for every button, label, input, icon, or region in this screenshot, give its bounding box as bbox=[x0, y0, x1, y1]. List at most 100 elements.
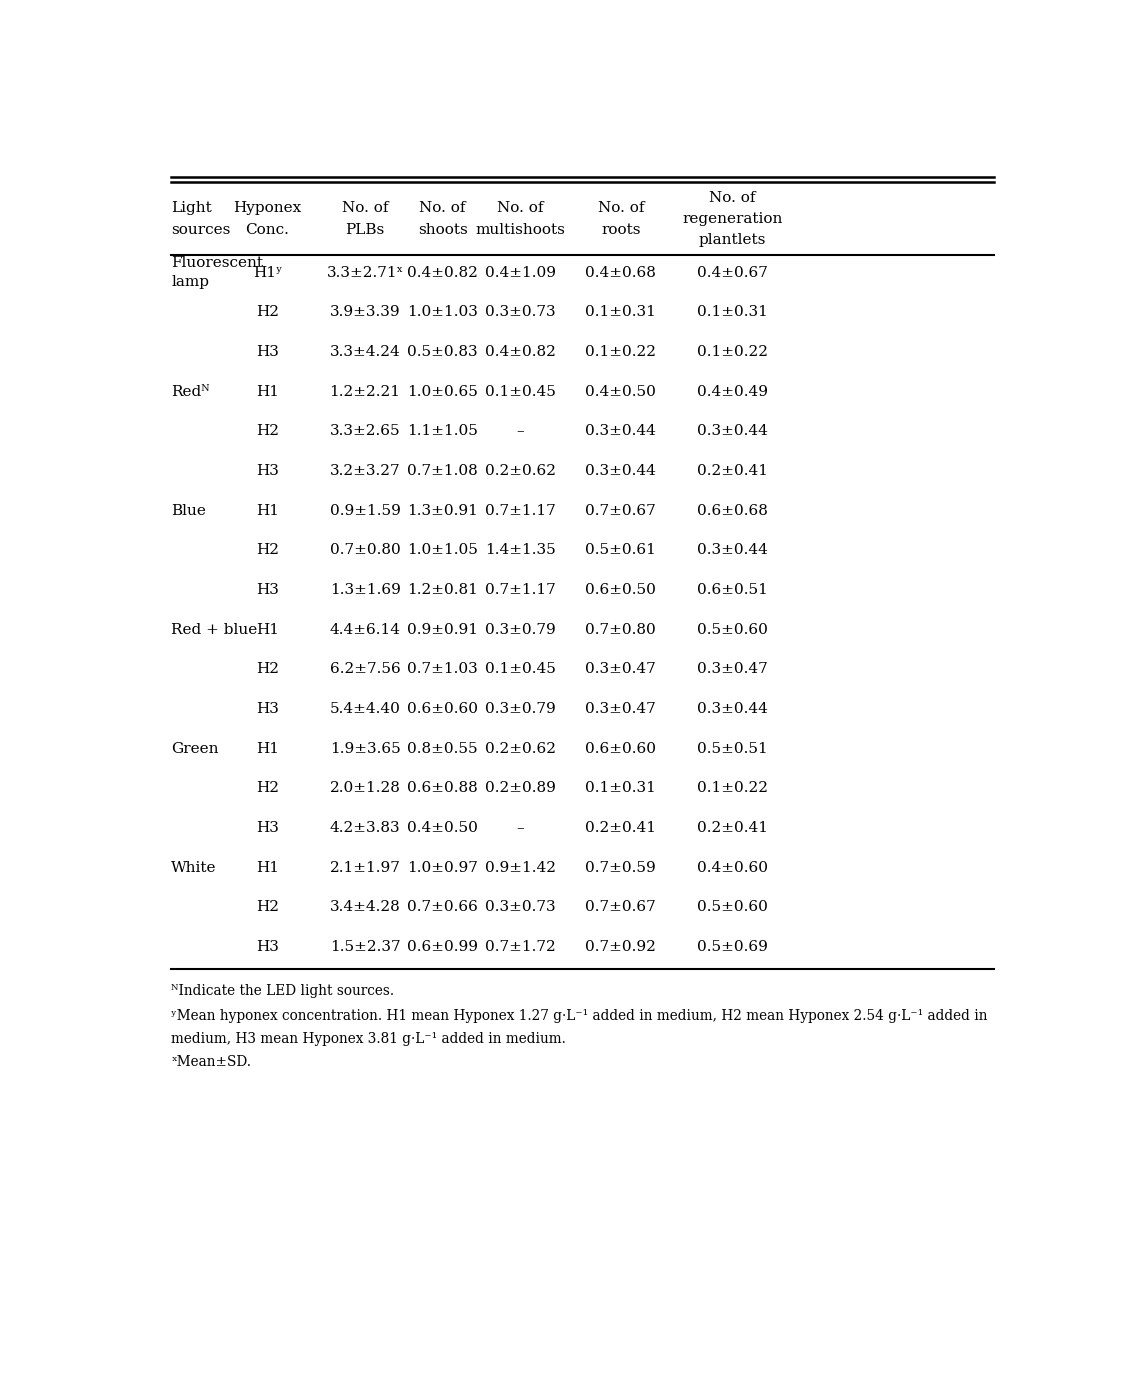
Text: 0.2±0.62: 0.2±0.62 bbox=[485, 742, 555, 756]
Text: 0.4±0.68: 0.4±0.68 bbox=[586, 265, 656, 279]
Text: H2: H2 bbox=[255, 543, 279, 557]
Text: 0.7±1.17: 0.7±1.17 bbox=[485, 504, 555, 518]
Text: 0.4±1.09: 0.4±1.09 bbox=[485, 265, 555, 279]
Text: No. of
multishoots: No. of multishoots bbox=[476, 201, 565, 236]
Text: H1: H1 bbox=[255, 622, 279, 636]
Text: 0.2±0.41: 0.2±0.41 bbox=[586, 821, 656, 835]
Text: 0.4±0.60: 0.4±0.60 bbox=[697, 861, 768, 875]
Text: 0.1±0.31: 0.1±0.31 bbox=[586, 781, 656, 796]
Text: 1.0±1.03: 1.0±1.03 bbox=[407, 306, 478, 319]
Text: 3.3±2.71ˣ: 3.3±2.71ˣ bbox=[327, 265, 404, 279]
Text: 1.2±2.21: 1.2±2.21 bbox=[329, 385, 401, 399]
Text: 0.5±0.61: 0.5±0.61 bbox=[586, 543, 656, 557]
Text: 0.2±0.41: 0.2±0.41 bbox=[697, 464, 768, 478]
Text: 0.2±0.89: 0.2±0.89 bbox=[485, 781, 555, 796]
Text: 0.3±0.47: 0.3±0.47 bbox=[586, 701, 656, 715]
Text: 0.5±0.51: 0.5±0.51 bbox=[697, 742, 767, 756]
Text: 0.1±0.22: 0.1±0.22 bbox=[697, 781, 768, 796]
Text: 0.6±0.60: 0.6±0.60 bbox=[407, 701, 478, 715]
Text: 0.1±0.22: 0.1±0.22 bbox=[586, 344, 656, 360]
Text: 0.1±0.31: 0.1±0.31 bbox=[697, 306, 768, 319]
Text: 2.0±1.28: 2.0±1.28 bbox=[329, 781, 401, 796]
Text: 0.3±0.44: 0.3±0.44 bbox=[586, 425, 656, 439]
Text: H1: H1 bbox=[255, 504, 279, 518]
Text: 0.4±0.67: 0.4±0.67 bbox=[697, 265, 768, 279]
Text: ʸMean hyponex concentration. H1 mean Hyponex 1.27 g·L⁻¹ added in medium, H2 mean: ʸMean hyponex concentration. H1 mean Hyp… bbox=[171, 1008, 987, 1024]
Text: Red + blue: Red + blue bbox=[171, 622, 258, 636]
Text: 1.2±0.81: 1.2±0.81 bbox=[407, 583, 478, 597]
Text: 0.7±0.80: 0.7±0.80 bbox=[329, 543, 401, 557]
Text: 1.0±1.05: 1.0±1.05 bbox=[407, 543, 478, 557]
Text: 0.6±0.51: 0.6±0.51 bbox=[697, 583, 768, 597]
Text: H2: H2 bbox=[255, 306, 279, 319]
Text: 0.5±0.60: 0.5±0.60 bbox=[697, 900, 768, 914]
Text: 0.3±0.44: 0.3±0.44 bbox=[697, 701, 768, 715]
Text: H3: H3 bbox=[257, 344, 279, 360]
Text: 0.7±0.66: 0.7±0.66 bbox=[407, 900, 478, 914]
Text: 0.3±0.73: 0.3±0.73 bbox=[485, 900, 555, 914]
Text: 0.4±0.82: 0.4±0.82 bbox=[485, 344, 555, 360]
Text: 0.7±1.17: 0.7±1.17 bbox=[485, 583, 555, 597]
Text: 0.3±0.79: 0.3±0.79 bbox=[485, 622, 555, 636]
Text: 0.6±0.68: 0.6±0.68 bbox=[697, 504, 768, 518]
Text: 0.3±0.44: 0.3±0.44 bbox=[697, 425, 768, 439]
Text: 1.1±1.05: 1.1±1.05 bbox=[407, 425, 478, 439]
Text: 0.9±1.42: 0.9±1.42 bbox=[485, 861, 555, 875]
Text: 5.4±4.40: 5.4±4.40 bbox=[329, 701, 401, 715]
Text: 0.1±0.22: 0.1±0.22 bbox=[697, 344, 768, 360]
Text: 0.3±0.44: 0.3±0.44 bbox=[697, 543, 768, 557]
Text: 0.1±0.45: 0.1±0.45 bbox=[485, 663, 555, 676]
Text: 1.4±1.35: 1.4±1.35 bbox=[485, 543, 555, 557]
Text: 0.5±0.60: 0.5±0.60 bbox=[697, 622, 768, 636]
Text: H2: H2 bbox=[255, 425, 279, 439]
Text: 0.8±0.55: 0.8±0.55 bbox=[407, 742, 478, 756]
Text: H3: H3 bbox=[257, 583, 279, 597]
Text: H3: H3 bbox=[257, 701, 279, 715]
Text: 0.2±0.62: 0.2±0.62 bbox=[485, 464, 555, 478]
Text: H1: H1 bbox=[255, 742, 279, 756]
Text: 0.2±0.41: 0.2±0.41 bbox=[697, 821, 768, 835]
Text: 0.7±0.67: 0.7±0.67 bbox=[586, 504, 656, 518]
Text: H2: H2 bbox=[255, 663, 279, 676]
Text: ᴺIndicate the LED light sources.: ᴺIndicate the LED light sources. bbox=[171, 983, 395, 997]
Text: 0.6±0.99: 0.6±0.99 bbox=[407, 940, 478, 954]
Text: 1.0±0.97: 1.0±0.97 bbox=[407, 861, 478, 875]
Text: 0.3±0.47: 0.3±0.47 bbox=[586, 663, 656, 676]
Text: No. of
regeneration
plantlets: No. of regeneration plantlets bbox=[682, 190, 783, 247]
Text: H2: H2 bbox=[255, 781, 279, 796]
Text: No. of
shoots: No. of shoots bbox=[418, 201, 468, 236]
Text: 0.7±0.80: 0.7±0.80 bbox=[586, 622, 656, 636]
Text: Blue: Blue bbox=[171, 504, 207, 518]
Text: 3.2±3.27: 3.2±3.27 bbox=[330, 464, 401, 478]
Text: 0.7±0.92: 0.7±0.92 bbox=[586, 940, 656, 954]
Text: 0.5±0.83: 0.5±0.83 bbox=[407, 344, 478, 360]
Text: 0.6±0.60: 0.6±0.60 bbox=[586, 742, 656, 756]
Text: 0.6±0.50: 0.6±0.50 bbox=[586, 583, 656, 597]
Text: Fluorescent
lamp: Fluorescent lamp bbox=[171, 257, 263, 289]
Text: H3: H3 bbox=[257, 821, 279, 835]
Text: 1.9±3.65: 1.9±3.65 bbox=[329, 742, 401, 756]
Text: 0.7±1.08: 0.7±1.08 bbox=[407, 464, 478, 478]
Text: 0.4±0.82: 0.4±0.82 bbox=[407, 265, 478, 279]
Text: H3: H3 bbox=[257, 464, 279, 478]
Text: 0.1±0.45: 0.1±0.45 bbox=[485, 385, 555, 399]
Text: H1: H1 bbox=[255, 861, 279, 875]
Text: White: White bbox=[171, 861, 217, 875]
Text: 0.4±0.50: 0.4±0.50 bbox=[407, 821, 478, 835]
Text: 0.7±0.59: 0.7±0.59 bbox=[586, 861, 656, 875]
Text: Redᴺ: Redᴺ bbox=[171, 385, 210, 399]
Text: 1.0±0.65: 1.0±0.65 bbox=[407, 385, 478, 399]
Text: 6.2±7.56: 6.2±7.56 bbox=[329, 663, 401, 676]
Text: No. of
PLBs: No. of PLBs bbox=[342, 201, 388, 236]
Text: 3.3±2.65: 3.3±2.65 bbox=[330, 425, 401, 439]
Text: 0.1±0.31: 0.1±0.31 bbox=[586, 306, 656, 319]
Text: 4.2±3.83: 4.2±3.83 bbox=[330, 821, 401, 835]
Text: 1.3±0.91: 1.3±0.91 bbox=[407, 504, 478, 518]
Text: 0.6±0.88: 0.6±0.88 bbox=[407, 781, 478, 796]
Text: 0.5±0.69: 0.5±0.69 bbox=[697, 940, 768, 954]
Text: H1: H1 bbox=[255, 385, 279, 399]
Text: medium, H3 mean Hyponex 3.81 g·L⁻¹ added in medium.: medium, H3 mean Hyponex 3.81 g·L⁻¹ added… bbox=[171, 1032, 566, 1046]
Text: 2.1±1.97: 2.1±1.97 bbox=[329, 861, 401, 875]
Text: Light
sources: Light sources bbox=[171, 201, 230, 236]
Text: Green: Green bbox=[171, 742, 219, 756]
